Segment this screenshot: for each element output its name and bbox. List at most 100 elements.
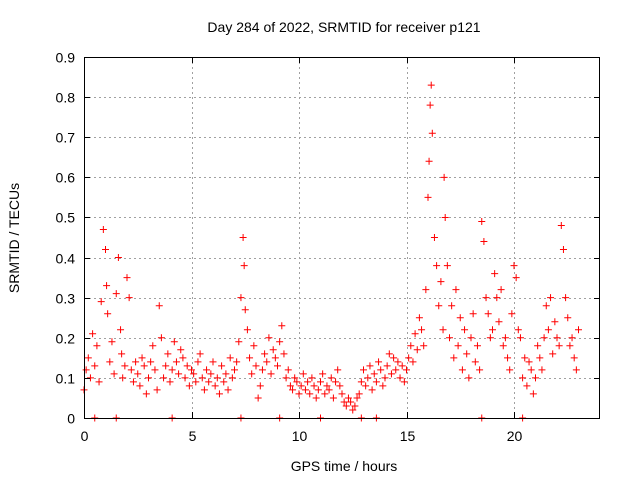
y-tick-label: 0.6 [56, 170, 76, 186]
data-point [99, 225, 107, 233]
data-point [276, 338, 284, 346]
data-point [220, 378, 228, 386]
data-point [297, 382, 305, 390]
data-point [192, 378, 200, 386]
data-point [145, 374, 152, 382]
data-point [132, 358, 140, 366]
x-tick-label: 5 [189, 428, 197, 444]
data-point [301, 386, 309, 394]
data-point [551, 318, 559, 326]
data-point [471, 358, 479, 366]
data-point [183, 362, 191, 370]
data-point [411, 330, 419, 338]
data-point [106, 358, 114, 366]
data-point [215, 390, 223, 398]
data-point [405, 354, 413, 362]
data-point [323, 382, 331, 390]
data-point [430, 234, 438, 241]
data-point [514, 326, 522, 334]
data-point [271, 354, 279, 362]
data-point [327, 374, 335, 382]
data-point [248, 370, 256, 378]
data-point [506, 366, 514, 374]
data-point [274, 362, 281, 370]
data-point [269, 346, 277, 354]
data-point [218, 362, 226, 370]
x-tick-label: 20 [507, 428, 523, 444]
data-point [332, 378, 340, 386]
data-point [295, 390, 303, 398]
data-point [512, 274, 520, 282]
data-point [575, 326, 582, 334]
data-point [233, 358, 241, 366]
data-point [84, 354, 92, 362]
data-point [228, 374, 236, 382]
data-point [407, 342, 415, 350]
data-point [370, 370, 378, 378]
data-point [134, 370, 142, 378]
data-point [456, 314, 464, 322]
data-point [501, 334, 509, 342]
y-axis-label: SRMTID / TECUs [6, 183, 22, 293]
data-point [508, 310, 516, 318]
x-axis-label: GPS time / hours [291, 458, 398, 474]
data-point [196, 350, 204, 358]
data-point [355, 390, 363, 398]
data-point [547, 294, 555, 302]
data-point [497, 286, 505, 294]
data-point [379, 382, 387, 390]
data-point [304, 378, 312, 386]
data-point [390, 354, 398, 362]
data-point [175, 370, 183, 378]
data-point [267, 370, 275, 378]
data-point [398, 362, 406, 370]
data-point [117, 326, 125, 334]
data-point [572, 366, 580, 374]
data-point [82, 366, 90, 374]
x-tick-label: 0 [81, 428, 89, 444]
data-point [224, 386, 232, 394]
data-point [340, 398, 348, 406]
data-point [415, 314, 423, 322]
data-point [427, 81, 435, 89]
data-point [108, 338, 116, 346]
data-point [265, 334, 273, 342]
data-point [394, 358, 402, 366]
data-point [188, 366, 195, 374]
data-point [362, 382, 370, 390]
data-point [222, 370, 230, 378]
data-point [317, 378, 324, 386]
data-point [499, 342, 507, 350]
data-point [252, 362, 260, 370]
data-point [338, 390, 346, 398]
data-point [521, 354, 529, 362]
data-point [118, 350, 126, 358]
data-point [504, 354, 512, 362]
data-point [516, 334, 524, 342]
data-point [519, 374, 527, 382]
data-point [138, 354, 146, 362]
data-point [336, 382, 344, 390]
data-point [342, 402, 350, 410]
data-point [368, 386, 376, 394]
data-point [448, 302, 456, 310]
data-point [213, 374, 221, 382]
data-point [476, 366, 484, 374]
data-point [198, 374, 206, 382]
data-point [286, 382, 294, 390]
data-point [564, 314, 572, 322]
data-point [168, 366, 176, 374]
data-point [291, 374, 299, 382]
data-point [510, 262, 518, 270]
data-points [80, 81, 582, 422]
data-point [437, 278, 445, 286]
data-point [458, 366, 466, 374]
data-point [160, 374, 168, 382]
data-point [258, 366, 266, 374]
data-point [409, 358, 417, 366]
data-point [486, 334, 494, 342]
data-point [536, 354, 544, 362]
data-point [538, 366, 546, 374]
data-point [473, 342, 481, 350]
